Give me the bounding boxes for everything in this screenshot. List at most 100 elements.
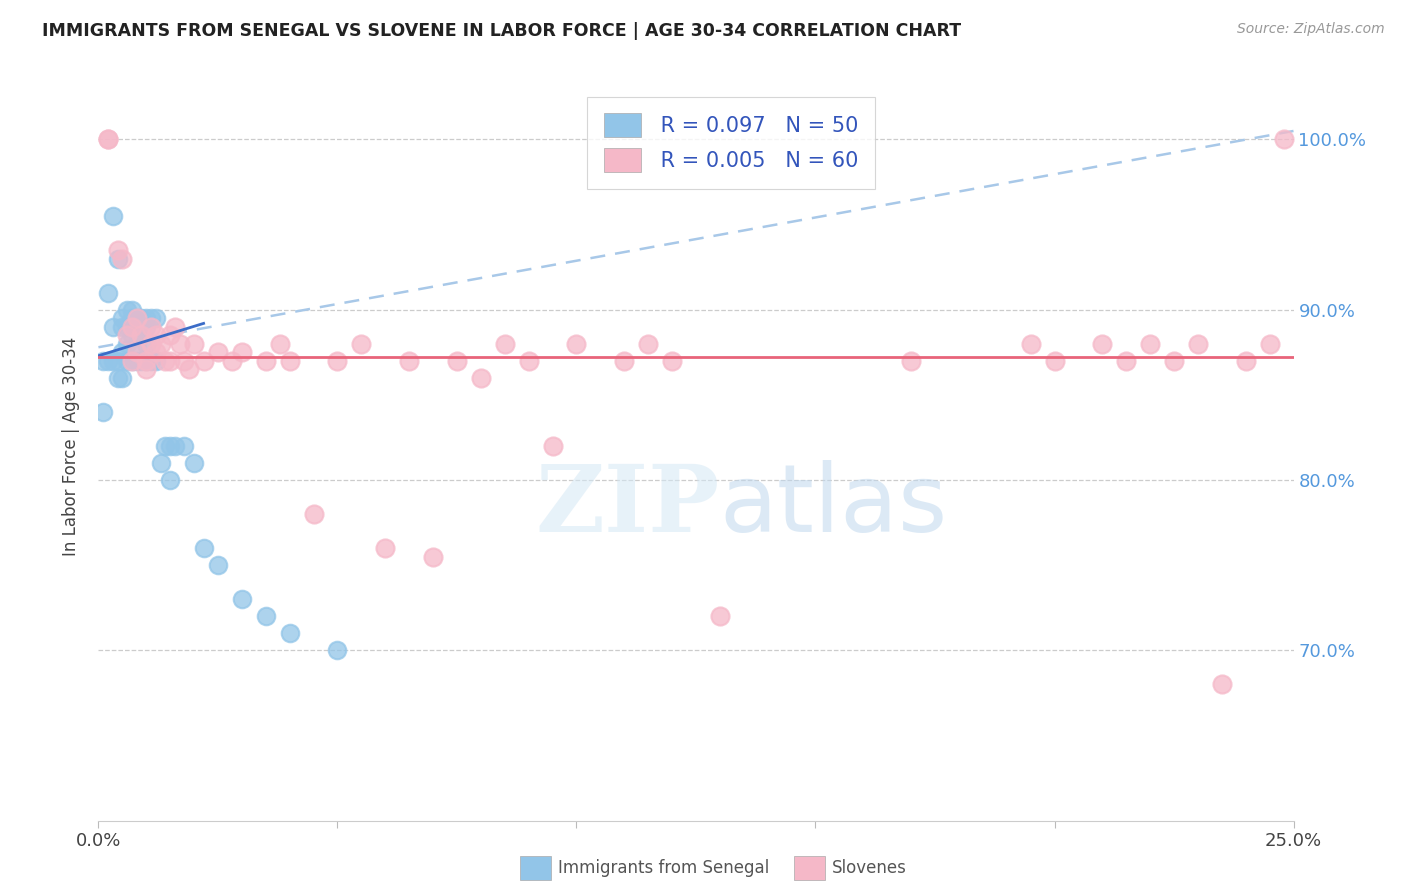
Point: [97, 354, 120, 368]
Point: [193, 354, 215, 368]
Point: [1211, 677, 1233, 691]
Point: [169, 336, 191, 351]
Point: [135, 362, 157, 376]
Point: [326, 643, 349, 657]
Point: [101, 319, 124, 334]
Point: [173, 354, 195, 368]
Text: IMMIGRANTS FROM SENEGAL VS SLOVENE IN LABOR FORCE | AGE 30-34 CORRELATION CHART: IMMIGRANTS FROM SENEGAL VS SLOVENE IN LA…: [42, 22, 962, 40]
Point: [1187, 336, 1209, 351]
Y-axis label: In Labor Force | Age 30-34: In Labor Force | Age 30-34: [62, 336, 80, 556]
Point: [1234, 354, 1257, 368]
Point: [145, 328, 167, 343]
Point: [278, 354, 301, 368]
Point: [470, 371, 492, 385]
Point: [115, 336, 138, 351]
Point: [494, 336, 516, 351]
Point: [125, 311, 148, 326]
Point: [1272, 132, 1295, 146]
Point: [149, 336, 172, 351]
Point: [254, 354, 277, 368]
Point: [1163, 354, 1185, 368]
Point: [207, 558, 229, 573]
Point: [446, 354, 468, 368]
Point: [121, 354, 143, 368]
Point: [121, 328, 143, 343]
Point: [125, 319, 148, 334]
Point: [121, 311, 143, 326]
Point: [179, 362, 201, 376]
Text: atlas: atlas: [720, 460, 948, 552]
Point: [139, 319, 162, 334]
Point: [139, 354, 162, 368]
Point: [231, 592, 253, 607]
Point: [183, 336, 205, 351]
Point: [398, 354, 420, 368]
Point: [101, 209, 124, 223]
Point: [207, 345, 229, 359]
Legend:  R = 0.097   N = 50,  R = 0.005   N = 60: R = 0.097 N = 50, R = 0.005 N = 60: [586, 96, 875, 188]
Point: [139, 336, 162, 351]
Point: [221, 354, 243, 368]
Point: [111, 345, 134, 359]
Point: [159, 328, 181, 343]
Point: [149, 456, 172, 470]
Point: [254, 609, 277, 624]
Point: [131, 311, 153, 326]
Point: [269, 336, 291, 351]
Point: [107, 371, 129, 385]
Point: [107, 243, 129, 257]
Point: [107, 354, 129, 368]
Point: [541, 439, 564, 453]
Point: [159, 354, 181, 368]
Point: [374, 541, 396, 556]
Point: [350, 336, 373, 351]
Point: [131, 328, 153, 343]
Point: [111, 252, 134, 266]
Point: [326, 354, 349, 368]
Point: [125, 311, 148, 326]
Text: Source: ZipAtlas.com: Source: ZipAtlas.com: [1237, 22, 1385, 37]
Point: [517, 354, 540, 368]
Point: [278, 626, 301, 640]
Point: [115, 302, 138, 317]
Point: [1115, 354, 1137, 368]
Point: [121, 354, 143, 368]
Point: [163, 439, 186, 453]
Text: Slovenes: Slovenes: [832, 859, 907, 877]
Point: [565, 336, 588, 351]
Point: [97, 285, 120, 300]
Point: [125, 345, 148, 359]
Point: [145, 345, 167, 359]
Point: [131, 354, 153, 368]
Point: [422, 549, 444, 564]
Point: [111, 371, 134, 385]
Point: [637, 336, 659, 351]
Point: [91, 354, 114, 368]
Text: ZIP: ZIP: [536, 461, 720, 551]
Point: [121, 302, 143, 317]
Point: [1019, 336, 1042, 351]
Point: [121, 319, 143, 334]
Point: [115, 328, 138, 343]
Point: [661, 354, 683, 368]
Point: [135, 354, 157, 368]
Point: [135, 336, 157, 351]
Point: [97, 132, 120, 146]
Point: [159, 439, 181, 453]
Point: [101, 354, 124, 368]
Point: [709, 609, 731, 624]
Point: [139, 311, 162, 326]
Point: [97, 132, 120, 146]
Point: [173, 439, 195, 453]
Point: [115, 354, 138, 368]
Point: [183, 456, 205, 470]
Text: Immigrants from Senegal: Immigrants from Senegal: [558, 859, 769, 877]
Point: [91, 405, 114, 419]
Point: [115, 319, 138, 334]
Point: [163, 319, 186, 334]
Point: [111, 311, 134, 326]
Point: [900, 354, 922, 368]
Point: [613, 354, 636, 368]
Point: [302, 507, 325, 521]
Point: [1139, 336, 1161, 351]
